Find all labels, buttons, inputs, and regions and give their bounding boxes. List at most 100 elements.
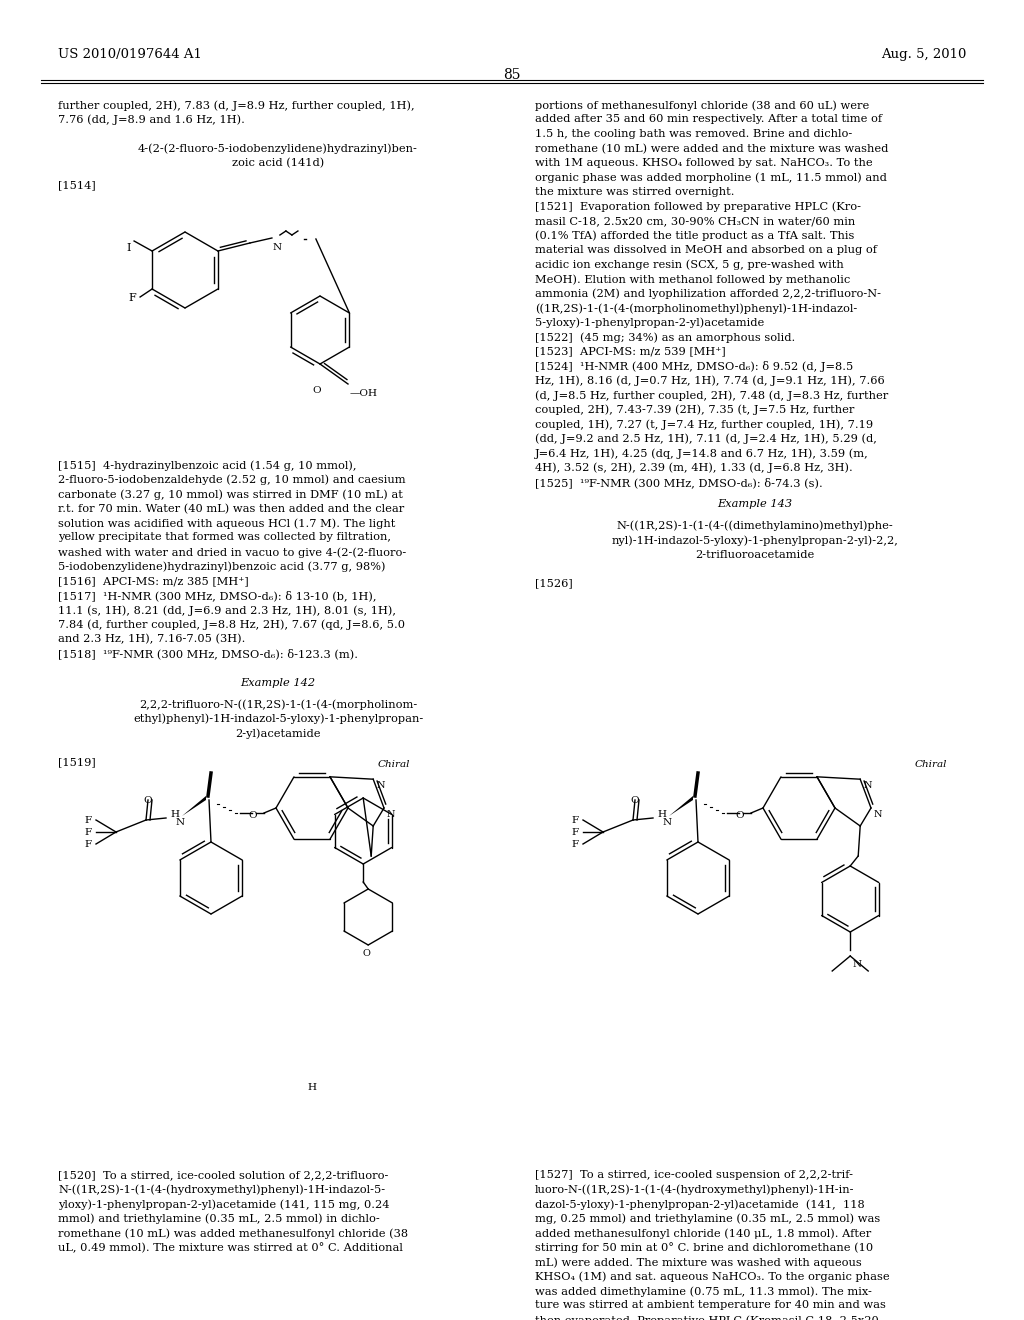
Text: luoro-N-((1R,2S)-1-(1-(4-(hydroxymethyl)phenyl)-1H-in-: luoro-N-((1R,2S)-1-(1-(4-(hydroxymethyl)… — [535, 1184, 854, 1195]
Text: added after 35 and 60 min respectively. After a total time of: added after 35 and 60 min respectively. … — [535, 115, 882, 124]
Text: H: H — [170, 810, 179, 818]
Text: 7.76 (dd, J=8.9 and 1.6 Hz, 1H).: 7.76 (dd, J=8.9 and 1.6 Hz, 1H). — [58, 115, 245, 125]
Text: romethane (10 mL) were added and the mixture was washed: romethane (10 mL) were added and the mix… — [535, 144, 889, 154]
Polygon shape — [669, 796, 693, 816]
Text: added methanesulfonyl chloride (140 μL, 1.8 mmol). After: added methanesulfonyl chloride (140 μL, … — [535, 1228, 871, 1238]
Text: F: F — [84, 840, 91, 849]
Text: N: N — [863, 781, 871, 791]
Text: N: N — [387, 810, 395, 818]
Text: (0.1% TfA) afforded the title product as a TfA salt. This: (0.1% TfA) afforded the title product as… — [535, 231, 854, 242]
Text: O: O — [312, 385, 321, 395]
Text: MeOH). Elution with methanol followed by methanolic: MeOH). Elution with methanol followed by… — [535, 275, 850, 285]
Text: 2,2,2-trifluoro-N-((1R,2S)-1-(1-(4-(morpholinom-: 2,2,2-trifluoro-N-((1R,2S)-1-(1-(4-(morp… — [139, 700, 417, 710]
Text: I: I — [126, 243, 131, 253]
Text: uL, 0.49 mmol). The mixture was stirred at 0° C. Additional: uL, 0.49 mmol). The mixture was stirred … — [58, 1242, 402, 1253]
Text: H: H — [308, 1082, 316, 1092]
Text: carbonate (3.27 g, 10 mmol) was stirred in DMF (10 mL) at: carbonate (3.27 g, 10 mmol) was stirred … — [58, 488, 402, 499]
Text: O: O — [143, 796, 152, 805]
Text: 7.84 (d, further coupled, J=8.8 Hz, 2H), 7.67 (qd, J=8.6, 5.0: 7.84 (d, further coupled, J=8.8 Hz, 2H),… — [58, 619, 406, 630]
Text: F: F — [84, 816, 91, 825]
Text: 85: 85 — [503, 69, 521, 82]
Text: [1521]  Evaporation followed by preparative HPLC (Kro-: [1521] Evaporation followed by preparati… — [535, 202, 861, 213]
Text: O: O — [362, 949, 370, 958]
Text: ethyl)phenyl)-1H-indazol-5-yloxy)-1-phenylpropan-: ethyl)phenyl)-1H-indazol-5-yloxy)-1-phen… — [133, 714, 423, 725]
Text: [1523]  APCI-MS: m/z 539 [MH⁺]: [1523] APCI-MS: m/z 539 [MH⁺] — [535, 346, 726, 356]
Text: Chiral: Chiral — [915, 760, 947, 770]
Text: nyl)-1H-indazol-5-yloxy)-1-phenylpropan-2-yl)-2,2,: nyl)-1H-indazol-5-yloxy)-1-phenylpropan-… — [611, 535, 898, 545]
Text: 2-fluoro-5-iodobenzaldehyde (2.52 g, 10 mmol) and caesium: 2-fluoro-5-iodobenzaldehyde (2.52 g, 10 … — [58, 474, 406, 484]
Text: N-((1R,2S)-1-(1-(4-((dimethylamino)methyl)phe-: N-((1R,2S)-1-(1-(4-((dimethylamino)methy… — [616, 520, 893, 531]
Text: ammonia (2M) and lyophilization afforded 2,2,2-trifluoro-N-: ammonia (2M) and lyophilization afforded… — [535, 289, 881, 300]
Text: the mixture was stirred overnight.: the mixture was stirred overnight. — [535, 187, 734, 197]
Text: romethane (10 mL) was added methanesulfonyl chloride (38: romethane (10 mL) was added methanesulfo… — [58, 1228, 409, 1238]
Text: with 1M aqueous. KHSO₄ followed by sat. NaHCO₃. To the: with 1M aqueous. KHSO₄ followed by sat. … — [535, 158, 872, 168]
Text: (dd, J=9.2 and 2.5 Hz, 1H), 7.11 (d, J=2.4 Hz, 1H), 5.29 (d,: (dd, J=9.2 and 2.5 Hz, 1H), 7.11 (d, J=2… — [535, 433, 877, 444]
Text: F: F — [571, 816, 579, 825]
Text: (d, J=8.5 Hz, further coupled, 2H), 7.48 (d, J=8.3 Hz, further: (d, J=8.5 Hz, further coupled, 2H), 7.48… — [535, 389, 888, 400]
Text: N: N — [273, 243, 282, 252]
Text: stirring for 50 min at 0° C. brine and dichloromethane (10: stirring for 50 min at 0° C. brine and d… — [535, 1242, 873, 1254]
Text: Chiral: Chiral — [378, 760, 411, 770]
Text: 4H), 3.52 (s, 2H), 2.39 (m, 4H), 1.33 (d, J=6.8 Hz, 3H).: 4H), 3.52 (s, 2H), 2.39 (m, 4H), 1.33 (d… — [535, 462, 853, 473]
Text: coupled, 1H), 7.27 (t, J=7.4 Hz, further coupled, 1H), 7.19: coupled, 1H), 7.27 (t, J=7.4 Hz, further… — [535, 418, 873, 429]
Text: O: O — [248, 810, 257, 820]
Text: 11.1 (s, 1H), 8.21 (dd, J=6.9 and 2.3 Hz, 1H), 8.01 (s, 1H),: 11.1 (s, 1H), 8.21 (dd, J=6.9 and 2.3 Hz… — [58, 605, 396, 615]
Text: [1515]  4-hydrazinylbenzoic acid (1.54 g, 10 mmol),: [1515] 4-hydrazinylbenzoic acid (1.54 g,… — [58, 459, 356, 470]
Text: zoic acid (141d): zoic acid (141d) — [231, 158, 325, 169]
Text: [1526]: [1526] — [535, 578, 572, 589]
Text: —OH: —OH — [350, 389, 378, 399]
Text: 2-yl)acetamide: 2-yl)acetamide — [236, 729, 321, 739]
Text: [1527]  To a stirred, ice-cooled suspension of 2,2,2-trif-: [1527] To a stirred, ice-cooled suspensi… — [535, 1170, 853, 1180]
Text: mg, 0.25 mmol) and triethylamine (0.35 mL, 2.5 mmol) was: mg, 0.25 mmol) and triethylamine (0.35 m… — [535, 1213, 881, 1224]
Text: dazol-5-yloxy)-1-phenylpropan-2-yl)acetamide  (141,  118: dazol-5-yloxy)-1-phenylpropan-2-yl)aceta… — [535, 1199, 864, 1209]
Text: 1.5 h, the cooling bath was removed. Brine and dichlo-: 1.5 h, the cooling bath was removed. Bri… — [535, 129, 852, 139]
Text: material was dissolved in MeOH and absorbed on a plug of: material was dissolved in MeOH and absor… — [535, 246, 877, 255]
Text: ture was stirred at ambient temperature for 40 min and was: ture was stirred at ambient temperature … — [535, 1300, 886, 1311]
Text: F: F — [571, 828, 579, 837]
Text: F: F — [84, 828, 91, 837]
Text: N-((1R,2S)-1-(1-(4-(hydroxymethyl)phenyl)-1H-indazol-5-: N-((1R,2S)-1-(1-(4-(hydroxymethyl)phenyl… — [58, 1184, 385, 1195]
Text: F: F — [571, 840, 579, 849]
Text: r.t. for 70 min. Water (40 mL) was then added and the clear: r.t. for 70 min. Water (40 mL) was then … — [58, 503, 404, 513]
Text: mmol) and triethylamine (0.35 mL, 2.5 mmol) in dichlo-: mmol) and triethylamine (0.35 mL, 2.5 mm… — [58, 1213, 380, 1224]
Text: [1525]  ¹⁹F-NMR (300 MHz, DMSO-d₆): δ-74.3 (s).: [1525] ¹⁹F-NMR (300 MHz, DMSO-d₆): δ-74.… — [535, 477, 822, 488]
Text: [1524]  ¹H-NMR (400 MHz, DMSO-d₆): δ 9.52 (d, J=8.5: [1524] ¹H-NMR (400 MHz, DMSO-d₆): δ 9.52… — [535, 360, 853, 372]
Polygon shape — [182, 796, 206, 816]
Text: washed with water and dried in vacuo to give 4-(2-(2-fluoro-: washed with water and dried in vacuo to … — [58, 546, 407, 557]
Text: [1516]  APCI-MS: m/z 385 [MH⁺]: [1516] APCI-MS: m/z 385 [MH⁺] — [58, 576, 249, 586]
Text: 4-(2-(2-fluoro-5-iodobenzylidene)hydrazinyl)ben-: 4-(2-(2-fluoro-5-iodobenzylidene)hydrazi… — [138, 144, 418, 154]
Text: F: F — [128, 293, 136, 304]
Text: was added dimethylamine (0.75 mL, 11.3 mmol). The mix-: was added dimethylamine (0.75 mL, 11.3 m… — [535, 1286, 871, 1296]
Text: KHSO₄ (1M) and sat. aqueous NaHCO₃. To the organic phase: KHSO₄ (1M) and sat. aqueous NaHCO₃. To t… — [535, 1271, 890, 1282]
Text: acidic ion exchange resin (SCX, 5 g, pre-washed with: acidic ion exchange resin (SCX, 5 g, pre… — [535, 260, 844, 271]
Text: N: N — [874, 810, 883, 818]
Text: then evaporated. Preparative HPLC (Kromasil C-18, 2.5x20: then evaporated. Preparative HPLC (Kroma… — [535, 1315, 879, 1320]
Text: Aug. 5, 2010: Aug. 5, 2010 — [881, 48, 966, 61]
Text: [1520]  To a stirred, ice-cooled solution of 2,2,2-trifluoro-: [1520] To a stirred, ice-cooled solution… — [58, 1170, 388, 1180]
Text: yellow precipitate that formed was collected by filtration,: yellow precipitate that formed was colle… — [58, 532, 391, 543]
Text: J=6.4 Hz, 1H), 4.25 (dq, J=14.8 and 6.7 Hz, 1H), 3.59 (m,: J=6.4 Hz, 1H), 4.25 (dq, J=14.8 and 6.7 … — [535, 447, 868, 458]
Text: solution was acidified with aqueous HCl (1.7 M). The light: solution was acidified with aqueous HCl … — [58, 517, 395, 528]
Text: Hz, 1H), 8.16 (d, J=0.7 Hz, 1H), 7.74 (d, J=9.1 Hz, 1H), 7.66: Hz, 1H), 8.16 (d, J=0.7 Hz, 1H), 7.74 (d… — [535, 375, 885, 385]
Text: portions of methanesulfonyl chloride (38 and 60 uL) were: portions of methanesulfonyl chloride (38… — [535, 100, 869, 111]
Text: coupled, 2H), 7.43-7.39 (2H), 7.35 (t, J=7.5 Hz, further: coupled, 2H), 7.43-7.39 (2H), 7.35 (t, J… — [535, 404, 854, 414]
Text: 2-trifluoroacetamide: 2-trifluoroacetamide — [695, 549, 815, 560]
Text: masil C-18, 2.5x20 cm, 30-90% CH₃CN in water/60 min: masil C-18, 2.5x20 cm, 30-90% CH₃CN in w… — [535, 216, 855, 226]
Text: Example 143: Example 143 — [718, 499, 793, 508]
Text: US 2010/0197644 A1: US 2010/0197644 A1 — [58, 48, 202, 61]
Text: 5-iodobenzylidene)hydrazinyl)benzoic acid (3.77 g, 98%): 5-iodobenzylidene)hydrazinyl)benzoic aci… — [58, 561, 385, 572]
Text: Example 142: Example 142 — [241, 677, 315, 688]
Text: ((1R,2S)-1-(1-(4-(morpholinomethyl)phenyl)-1H-indazol-: ((1R,2S)-1-(1-(4-(morpholinomethyl)pheny… — [535, 304, 857, 314]
Text: O: O — [735, 810, 743, 820]
Text: N: N — [852, 960, 861, 969]
Text: and 2.3 Hz, 1H), 7.16-7.05 (3H).: and 2.3 Hz, 1H), 7.16-7.05 (3H). — [58, 634, 246, 644]
Text: further coupled, 2H), 7.83 (d, J=8.9 Hz, further coupled, 1H),: further coupled, 2H), 7.83 (d, J=8.9 Hz,… — [58, 100, 415, 111]
Text: yloxy)-1-phenylpropan-2-yl)acetamide (141, 115 mg, 0.24: yloxy)-1-phenylpropan-2-yl)acetamide (14… — [58, 1199, 389, 1209]
Text: 5-yloxy)-1-phenylpropan-2-yl)acetamide: 5-yloxy)-1-phenylpropan-2-yl)acetamide — [535, 318, 764, 329]
Text: N: N — [176, 818, 185, 828]
Text: N: N — [663, 818, 672, 828]
Text: O: O — [630, 796, 639, 805]
Text: N: N — [376, 781, 385, 791]
Text: [1517]  ¹H-NMR (300 MHz, DMSO-d₆): δ 13-10 (b, 1H),: [1517] ¹H-NMR (300 MHz, DMSO-d₆): δ 13-1… — [58, 590, 377, 602]
Text: H: H — [657, 810, 666, 818]
